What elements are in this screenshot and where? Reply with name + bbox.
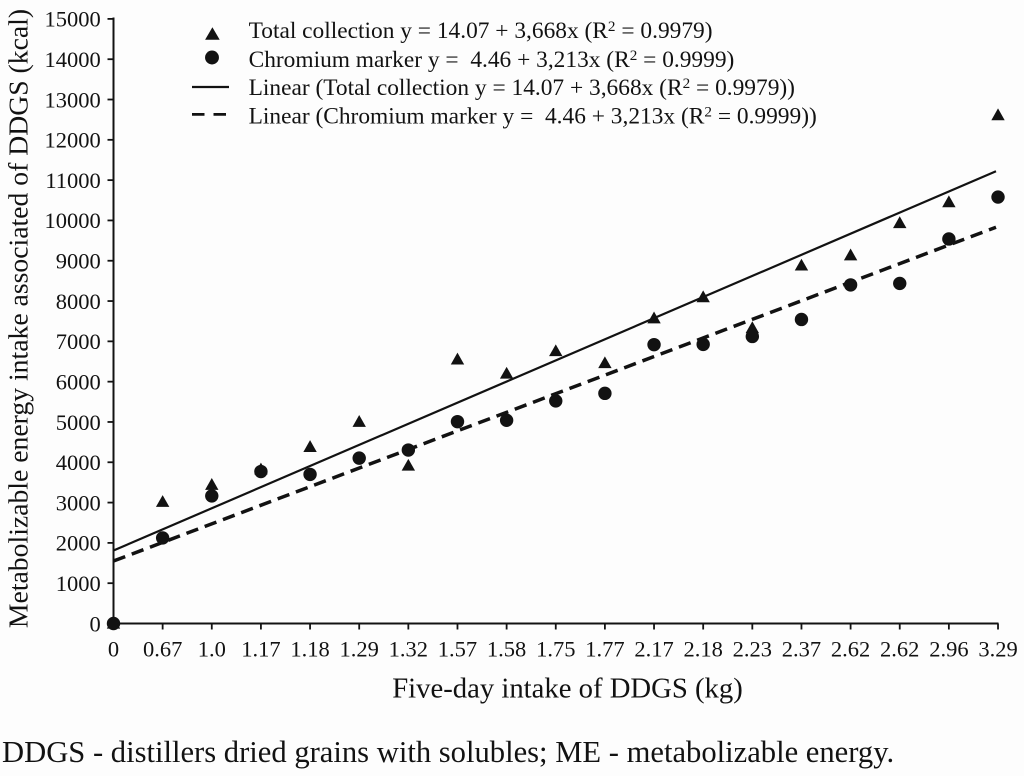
svg-text:Metabolizable energy intake as: Metabolizable energy intake associated o… [3, 9, 34, 628]
svg-text:13000: 13000 [45, 87, 101, 112]
svg-text:14000: 14000 [45, 47, 101, 72]
svg-text:3.29: 3.29 [978, 637, 1017, 662]
svg-text:10000: 10000 [45, 208, 101, 233]
svg-text:DDGS - distillers dried grains: DDGS - distillers dried grains with solu… [2, 735, 894, 769]
svg-text:Linear (Chromium marker y = 4: Linear (Chromium marker y = 4.46 + 3,213… [249, 104, 817, 130]
svg-text:Chromium marker y = 4.46 + 3,: Chromium marker y = 4.46 + 3,213x (R2 = … [249, 47, 735, 73]
svg-text:1000: 1000 [56, 571, 101, 596]
svg-text:1.17: 1.17 [241, 637, 280, 662]
svg-text:1.75: 1.75 [536, 637, 575, 662]
svg-text:1.18: 1.18 [290, 637, 329, 662]
svg-text:12000: 12000 [45, 128, 101, 153]
svg-text:2.18: 2.18 [683, 637, 722, 662]
svg-text:2.17: 2.17 [634, 637, 673, 662]
svg-text:2.96: 2.96 [929, 637, 968, 662]
svg-text:1.0: 1.0 [198, 637, 226, 662]
svg-text:2.23: 2.23 [733, 637, 772, 662]
svg-text:1.77: 1.77 [585, 637, 624, 662]
svg-text:6000: 6000 [56, 369, 101, 394]
svg-text:1.57: 1.57 [438, 637, 477, 662]
svg-text:2000: 2000 [56, 531, 101, 556]
svg-text:2.62: 2.62 [880, 637, 919, 662]
svg-text:2.37: 2.37 [782, 637, 821, 662]
svg-text:15000: 15000 [45, 7, 101, 32]
svg-text:4000: 4000 [56, 450, 101, 475]
svg-text:9000: 9000 [56, 249, 101, 274]
svg-text:Five-day intake of DDGS (kg): Five-day intake of DDGS (kg) [392, 673, 743, 705]
svg-text:7000: 7000 [56, 329, 101, 354]
svg-text:1.29: 1.29 [340, 637, 379, 662]
svg-text:8000: 8000 [56, 289, 101, 314]
svg-text:0.67: 0.67 [143, 637, 182, 662]
svg-text:3000: 3000 [56, 490, 101, 515]
svg-text:1.58: 1.58 [487, 637, 526, 662]
svg-text:0: 0 [90, 611, 101, 636]
svg-text:0: 0 [108, 637, 119, 662]
svg-text:5000: 5000 [56, 410, 101, 435]
svg-text:11000: 11000 [45, 168, 100, 193]
svg-text:2.62: 2.62 [831, 637, 870, 662]
svg-text:1.32: 1.32 [389, 637, 428, 662]
svg-text:Linear (Total collection y = 1: Linear (Total collection y = 14.07 + 3,6… [249, 75, 795, 101]
svg-text:Total collection y = 14.07 + 3: Total collection y = 14.07 + 3,668x (R2 … [249, 18, 713, 44]
